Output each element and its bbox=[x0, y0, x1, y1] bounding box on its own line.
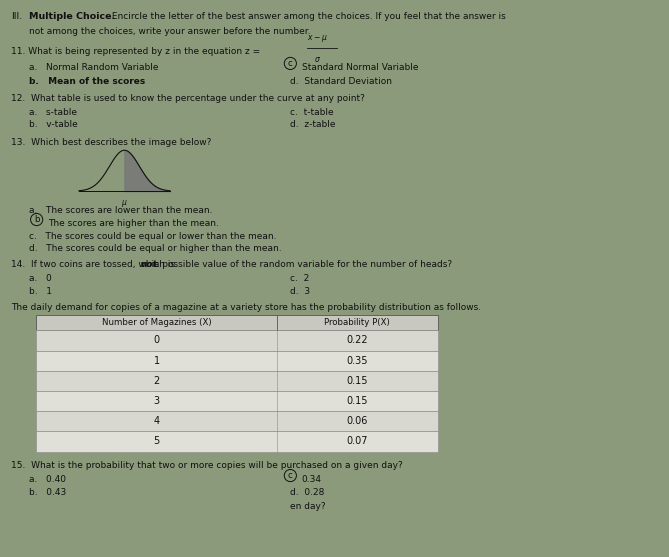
Bar bbox=[36, 315, 438, 330]
Text: 3: 3 bbox=[153, 396, 160, 406]
Text: b.   v-table: b. v-table bbox=[29, 120, 78, 129]
Text: 0.07: 0.07 bbox=[347, 437, 368, 447]
Text: 0.35: 0.35 bbox=[347, 356, 368, 365]
Bar bbox=[36, 350, 438, 371]
Bar bbox=[36, 330, 438, 350]
Text: The daily demand for copies of a magazine at a variety store has the probability: The daily demand for copies of a magazin… bbox=[11, 303, 481, 312]
Text: a.   0.40: a. 0.40 bbox=[29, 475, 66, 484]
Text: 0.22: 0.22 bbox=[347, 335, 368, 345]
Text: $\mu$: $\mu$ bbox=[121, 198, 128, 209]
Text: not: not bbox=[140, 261, 157, 270]
Text: Probability P(X): Probability P(X) bbox=[324, 318, 390, 327]
Text: Number of Magazines (X): Number of Magazines (X) bbox=[102, 318, 211, 327]
Text: $x-\mu$: $x-\mu$ bbox=[308, 33, 328, 45]
Bar bbox=[36, 431, 438, 452]
Text: c: c bbox=[288, 471, 293, 480]
Text: 4: 4 bbox=[153, 416, 160, 426]
Text: 13.  Which best describes the image below?: 13. Which best describes the image below… bbox=[11, 138, 211, 146]
Text: a.   s-table: a. s-table bbox=[29, 108, 77, 116]
Text: d.  z-table: d. z-table bbox=[290, 120, 336, 129]
Text: en day?: en day? bbox=[290, 502, 326, 511]
Text: 2: 2 bbox=[153, 376, 160, 386]
Text: $\sigma$: $\sigma$ bbox=[314, 55, 321, 64]
Text: 0.06: 0.06 bbox=[347, 416, 368, 426]
Text: d.  0.28: d. 0.28 bbox=[290, 487, 324, 496]
Text: Multiple Choice.: Multiple Choice. bbox=[29, 12, 116, 21]
Text: 0.34: 0.34 bbox=[301, 475, 321, 484]
Text: The scores are higher than the mean.: The scores are higher than the mean. bbox=[48, 219, 219, 228]
Bar bbox=[36, 371, 438, 391]
Text: a possible value of the random variable for the number of heads?: a possible value of the random variable … bbox=[151, 261, 452, 270]
Text: 11. What is being represented by z in the equation z =: 11. What is being represented by z in th… bbox=[11, 47, 260, 56]
Text: c.   The scores could be equal or lower than the mean.: c. The scores could be equal or lower th… bbox=[29, 232, 277, 241]
Text: a.   The scores are lower than the mean.: a. The scores are lower than the mean. bbox=[29, 207, 213, 216]
Text: Encircle the letter of the best answer among the choices. If you feel that the a: Encircle the letter of the best answer a… bbox=[110, 12, 506, 21]
Text: c.  2: c. 2 bbox=[290, 274, 310, 283]
Text: III.: III. bbox=[11, 12, 22, 21]
Text: 12.  What table is used to know the percentage under the curve at any point?: 12. What table is used to know the perce… bbox=[11, 94, 365, 103]
Text: c: c bbox=[288, 59, 293, 68]
Text: Standard Normal Variable: Standard Normal Variable bbox=[302, 63, 419, 72]
Text: 0.15: 0.15 bbox=[347, 376, 368, 386]
Text: 0: 0 bbox=[153, 335, 160, 345]
Bar bbox=[36, 391, 438, 411]
Text: b.   0.43: b. 0.43 bbox=[29, 487, 66, 496]
Text: b: b bbox=[34, 215, 39, 224]
Text: a.   Normal Random Variable: a. Normal Random Variable bbox=[29, 63, 159, 72]
Text: 14.  If two coins are tossed, which is: 14. If two coins are tossed, which is bbox=[11, 261, 178, 270]
Text: d.   The scores could be equal or higher than the mean.: d. The scores could be equal or higher t… bbox=[29, 244, 282, 253]
Text: d.  Standard Deviation: d. Standard Deviation bbox=[290, 76, 392, 86]
Text: b.   Mean of the scores: b. Mean of the scores bbox=[29, 76, 145, 86]
Text: c.  t-table: c. t-table bbox=[290, 108, 334, 116]
Text: 1: 1 bbox=[153, 356, 160, 365]
Text: 15.  What is the probability that two or more copies will be purchased on a give: 15. What is the probability that two or … bbox=[11, 461, 403, 470]
Text: not among the choices, write your answer before the number.: not among the choices, write your answer… bbox=[29, 27, 310, 36]
Text: 5: 5 bbox=[153, 437, 160, 447]
Text: b.   1: b. 1 bbox=[29, 287, 52, 296]
Text: 0.15: 0.15 bbox=[347, 396, 368, 406]
Text: a.   0: a. 0 bbox=[29, 274, 52, 283]
Text: d.  3: d. 3 bbox=[290, 287, 310, 296]
Bar bbox=[36, 411, 438, 431]
